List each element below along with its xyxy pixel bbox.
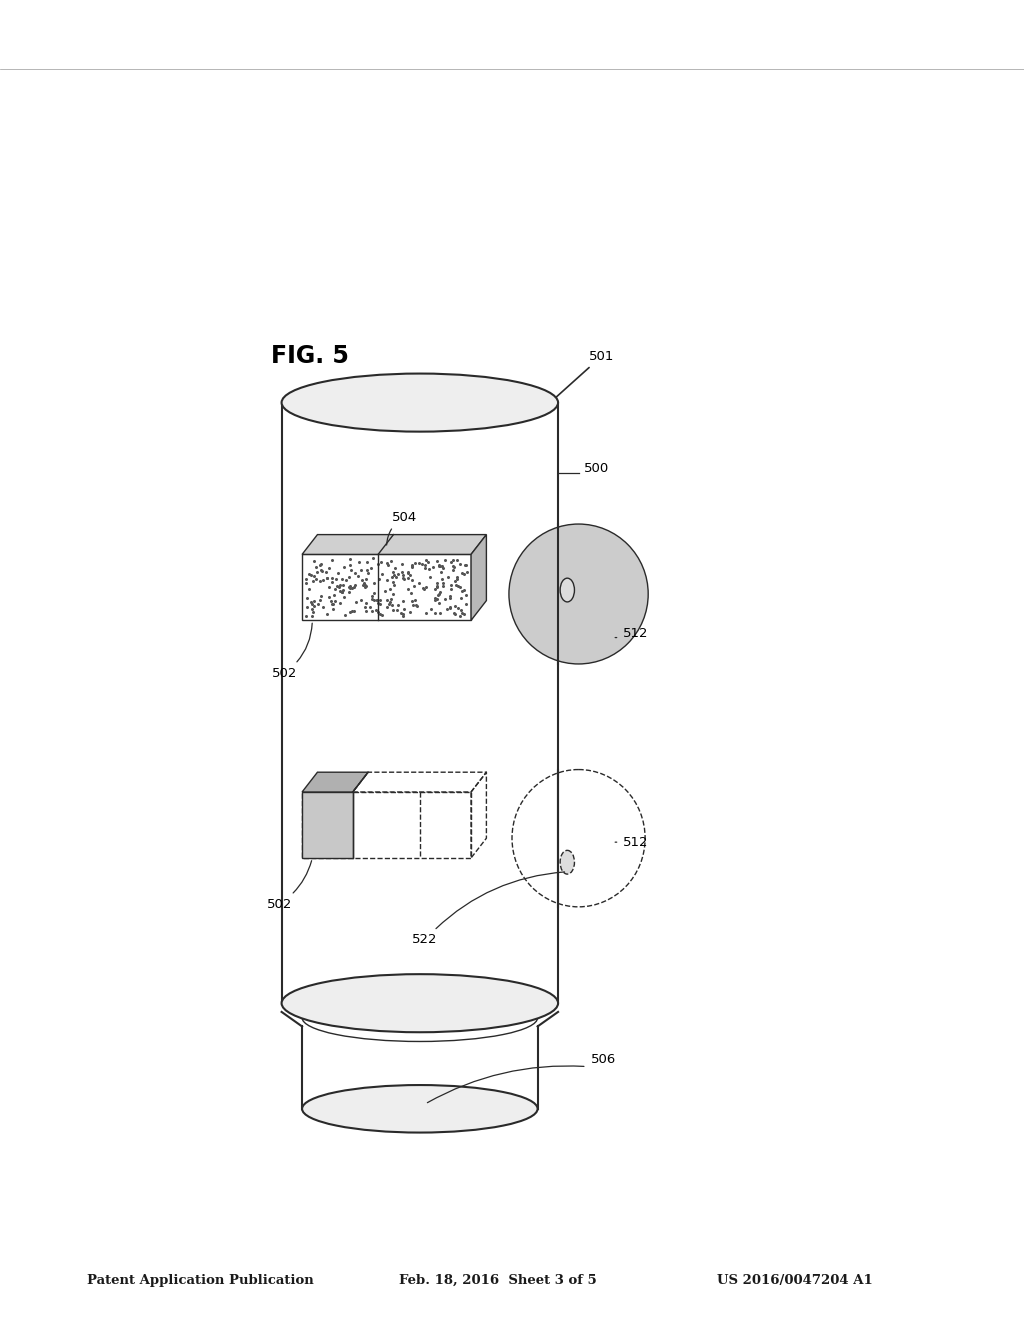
Bar bbox=[302, 792, 352, 858]
Text: Patent Application Publication: Patent Application Publication bbox=[87, 1274, 313, 1287]
Text: Feb. 18, 2016  Sheet 3 of 5: Feb. 18, 2016 Sheet 3 of 5 bbox=[399, 1274, 597, 1287]
Text: 502: 502 bbox=[266, 861, 311, 911]
Text: 502: 502 bbox=[271, 623, 312, 680]
Text: 501: 501 bbox=[546, 350, 614, 407]
Ellipse shape bbox=[509, 524, 648, 664]
Text: 522: 522 bbox=[413, 873, 564, 946]
Polygon shape bbox=[302, 535, 486, 554]
Ellipse shape bbox=[302, 1085, 538, 1133]
Text: FIG. 5: FIG. 5 bbox=[271, 345, 349, 368]
Ellipse shape bbox=[560, 850, 574, 874]
Text: 500: 500 bbox=[584, 462, 609, 475]
Text: 506: 506 bbox=[591, 1053, 616, 1067]
Text: 512: 512 bbox=[623, 627, 648, 640]
Ellipse shape bbox=[560, 578, 574, 602]
Text: 512: 512 bbox=[623, 836, 648, 849]
Polygon shape bbox=[471, 535, 486, 620]
Polygon shape bbox=[302, 772, 369, 792]
Bar bbox=[302, 554, 471, 620]
Ellipse shape bbox=[282, 374, 558, 432]
Bar bbox=[302, 792, 471, 858]
Text: US 2016/0047204 A1: US 2016/0047204 A1 bbox=[717, 1274, 872, 1287]
Text: 504: 504 bbox=[387, 511, 417, 545]
Ellipse shape bbox=[282, 974, 558, 1032]
